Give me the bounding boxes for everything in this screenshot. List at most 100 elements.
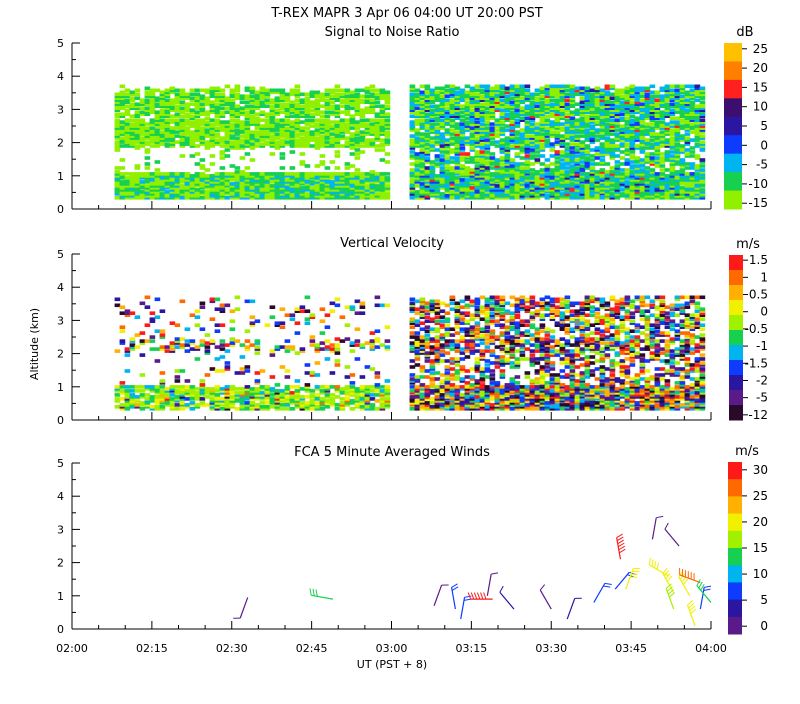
heatmap-cell [645, 138, 651, 142]
heatmap-cell [700, 100, 706, 104]
heatmap-cell [175, 104, 181, 108]
heatmap-cell [170, 118, 176, 122]
heatmap-cell [215, 87, 221, 91]
heatmap-cell [485, 144, 491, 148]
heatmap-cell [545, 158, 551, 162]
heatmap-cell [195, 118, 201, 122]
heatmap-cell [180, 89, 186, 93]
plot-area [115, 85, 706, 200]
heatmap-cell [510, 120, 516, 124]
heatmap-cell [200, 397, 206, 401]
heatmap-cell [565, 93, 571, 97]
heatmap-cell [625, 148, 631, 152]
heatmap-cell [680, 85, 686, 89]
heatmap-cell [125, 108, 131, 112]
heatmap-cell [135, 395, 141, 399]
heatmap-cell [655, 156, 661, 160]
heatmap-cell [535, 176, 541, 180]
heatmap-cell [505, 112, 511, 116]
heatmap-cell [300, 126, 306, 130]
heatmap-cell [575, 154, 581, 158]
heatmap-cell [515, 136, 521, 140]
heatmap-cell [535, 96, 541, 100]
heatmap-cell [550, 102, 556, 106]
heatmap-cell [450, 85, 456, 89]
heatmap-cell [325, 140, 331, 144]
heatmap-cell [210, 397, 216, 401]
heatmap-cell [330, 136, 336, 140]
heatmap-cell [140, 180, 146, 184]
heatmap-cell [480, 102, 486, 106]
heatmap-cell [505, 136, 511, 140]
heatmap-cell [220, 106, 226, 110]
heatmap-cell [350, 164, 356, 168]
heatmap-cell [160, 405, 166, 409]
heatmap-cell [215, 345, 221, 349]
heatmap-cell [300, 98, 306, 102]
heatmap-cell [685, 152, 691, 156]
heatmap-cell [650, 152, 656, 156]
heatmap-cell [320, 110, 326, 114]
heatmap-cell [645, 146, 651, 150]
heatmap-cell [300, 152, 306, 156]
heatmap-cell [665, 102, 671, 106]
heatmap-cell [620, 162, 626, 166]
heatmap-cell [430, 160, 436, 164]
heatmap-cell [610, 188, 616, 192]
heatmap-cell [290, 194, 296, 198]
heatmap-cell [560, 150, 566, 154]
heatmap-cell [205, 89, 211, 93]
heatmap-cell [235, 407, 241, 411]
heatmap-cell [280, 156, 286, 160]
heatmap-cell [165, 349, 171, 353]
heatmap-cell [415, 106, 421, 110]
heatmap-cell [215, 93, 221, 97]
heatmap-cell [155, 172, 161, 176]
heatmap-cell [340, 172, 346, 176]
heatmap-cell [260, 172, 266, 176]
heatmap-cell [240, 138, 246, 142]
heatmap-cell [325, 114, 331, 118]
heatmap-cell [145, 122, 151, 126]
heatmap-cell [230, 182, 236, 186]
heatmap-cell [595, 162, 601, 166]
heatmap-cell [585, 128, 591, 132]
heatmap-cell [670, 89, 676, 93]
heatmap-cell [185, 339, 191, 343]
heatmap-cell [120, 136, 126, 140]
heatmap-cell [155, 96, 161, 100]
heatmap-cell [660, 156, 666, 160]
heatmap-cell [205, 373, 211, 377]
heatmap-cell [190, 102, 196, 106]
heatmap-cell [475, 89, 481, 93]
heatmap-cell [135, 110, 141, 114]
heatmap-cell [225, 399, 231, 403]
heatmap-cell [210, 122, 216, 126]
heatmap-cell [580, 87, 586, 91]
heatmap-cell [335, 120, 341, 124]
heatmap-cell [510, 144, 516, 148]
heatmap-cell [680, 134, 686, 138]
heatmap-cell [575, 134, 581, 138]
heatmap-cell [525, 85, 531, 89]
heatmap-cell [690, 89, 696, 93]
heatmap-cell [155, 110, 161, 114]
heatmap-cell [170, 114, 176, 118]
heatmap-cell [655, 94, 661, 98]
heatmap-cell [125, 389, 131, 393]
heatmap-cell [185, 126, 191, 130]
heatmap-cell [675, 142, 681, 146]
heatmap-cell [475, 170, 481, 174]
colorbar-label: 5 [760, 119, 768, 133]
heatmap-cell [635, 164, 641, 168]
heatmap-cell [260, 142, 266, 146]
heatmap-cell [300, 172, 306, 176]
heatmap-cell [220, 89, 226, 93]
heatmap-cell [425, 85, 431, 89]
heatmap-cell [585, 172, 591, 176]
heatmap-cell [700, 168, 706, 172]
heatmap-cell [125, 104, 131, 108]
heatmap-cell [560, 170, 566, 174]
heatmap-cell [465, 91, 471, 95]
